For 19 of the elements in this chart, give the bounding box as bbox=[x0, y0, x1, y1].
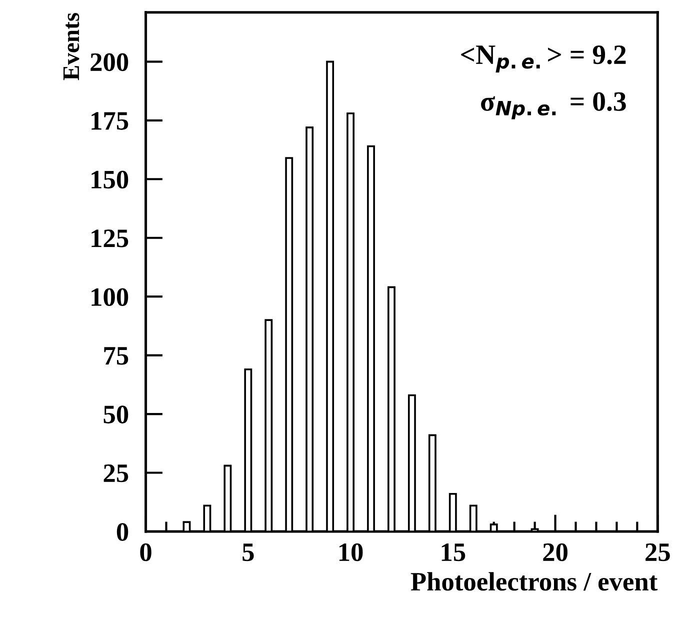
x-tick-label: 25 bbox=[646, 543, 670, 562]
y-tick-label: 50 bbox=[104, 406, 128, 424]
y-tick-label: 150 bbox=[92, 170, 128, 189]
y-axis-title: Events bbox=[63, 12, 80, 80]
x-tick-label: 0 bbox=[140, 543, 152, 562]
x-tick-label: 10 bbox=[339, 543, 363, 562]
y-tick-label: 75 bbox=[104, 347, 128, 365]
y-tick-label: 0 bbox=[116, 523, 128, 541]
y-tick-label: 25 bbox=[104, 464, 128, 482]
annotation: σ$_{Np.e.}$ = 0.3 bbox=[481, 92, 626, 120]
annotation: <N$_{p.e.}$> = 9.2 bbox=[461, 45, 626, 72]
x-tick-label: 15 bbox=[442, 543, 466, 562]
x-tick-label: 5 bbox=[242, 544, 254, 562]
y-tick-label: 125 bbox=[92, 230, 128, 248]
x-axis-title: Photoelectrons / event bbox=[410, 572, 658, 591]
y-tick-label: 100 bbox=[92, 288, 128, 306]
y-tick-label: 175 bbox=[92, 112, 128, 130]
y-tick-label: 200 bbox=[90, 53, 128, 72]
x-tick-label: 20 bbox=[543, 543, 568, 562]
